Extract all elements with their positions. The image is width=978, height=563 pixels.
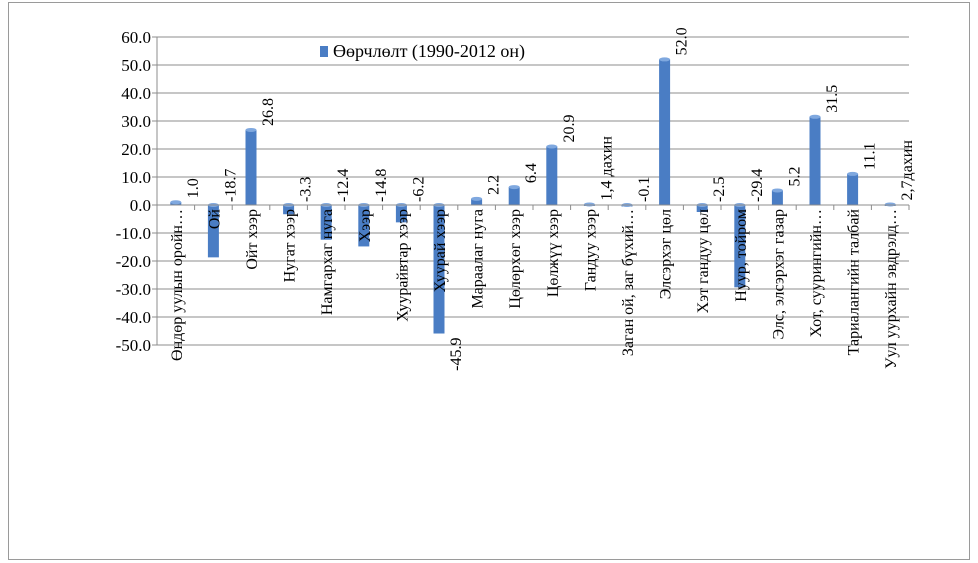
data-label: 20.9 [561,114,578,142]
y-axis-ticks: 60.0 50.0 40.0 30.0 20.0 10.0 0.0 -10.0 -20.0 -30… [116,28,157,355]
category-label: Ой [206,209,223,230]
bar [207,205,219,258]
axes [156,37,910,345]
category-label: Элс, элсэрхэг газар [770,209,787,339]
category-label: Тариалангийн талбай [846,209,863,356]
data-label: -18.7 [222,169,239,202]
chart-frame: 60.0 50.0 40.0 30.0 20.0 10.0 0.0 -10.0 -20.0 -30… [8,2,970,560]
bar-chart: 60.0 50.0 40.0 30.0 20.0 10.0 0.0 -10.0 -20.0 -30… [116,27,917,370]
bar [471,198,483,205]
y-tick-label: -50.0 [116,336,151,355]
bar-cap [546,144,558,149]
bar-cap [809,114,821,119]
legend-swatch [320,46,328,57]
category-label: Намгархаг нуга [319,209,336,315]
data-label: 26.8 [260,98,277,126]
category-label: Цөлөрхөг хээр [507,209,524,309]
data-label: 1.0 [185,178,202,198]
bar [508,187,520,205]
category-label: Цөлжүү хээр [545,209,562,297]
bar-cap [508,185,520,190]
bar [358,205,370,247]
y-tick-label: -10.0 [116,224,151,243]
legend: Өөрчлөлт (1990-2012 он) [320,41,525,62]
category-label: Хуурайвтар хээр [394,209,411,322]
category-label: Нугат хээр [282,209,299,282]
y-tick-label: 50.0 [121,56,151,75]
data-label: 52.0 [674,27,691,55]
category-labels: Өндөр уулын оройн… Ой Ойт хээр Нугат хээр На… [169,209,900,369]
bar [433,205,445,334]
category-label: Хот, суурингийн… [808,209,825,337]
bar-cap [170,200,182,205]
bar-cap [245,127,257,132]
category-label: Өндөр уулын оройн… [169,209,186,361]
data-label: -14.8 [373,169,390,202]
data-label: 31.5 [824,85,841,113]
bar-cap [771,188,783,193]
bar [659,59,671,206]
y-tick-label: 60.0 [121,28,151,47]
y-tick-label: 30.0 [121,112,151,131]
bar [320,205,332,240]
bar [546,146,558,205]
category-label: Ойт хээр [244,209,261,270]
y-tick-label: -20.0 [116,252,151,271]
bar [696,205,708,212]
bar-cap [659,57,671,62]
data-label: -0.1 [636,177,653,202]
gridlines [157,36,909,346]
bar-cap [583,202,595,207]
y-tick-label: 40.0 [121,84,151,103]
category-label: Хуурай хээр [432,209,449,292]
bar [809,116,821,205]
data-label: -45.9 [448,338,465,371]
category-label: Гандуу хээр [582,209,599,291]
category-label: Уул уурхайн эвдрэлд… [883,209,900,369]
bar-cap [884,202,896,207]
data-label: 2,7дахин [899,140,916,201]
category-label: Заган ой, заг бүхий… [620,209,637,356]
bar-cap [471,196,483,201]
data-label: 6.4 [523,163,540,183]
bar [734,205,746,288]
category-label: Хээр [357,209,374,242]
data-label: -2.5 [711,177,728,202]
bar-cap [847,171,859,176]
data-label: -29.4 [749,169,766,202]
bar [771,190,783,205]
y-tick-label: -30.0 [116,280,151,299]
bar [245,129,257,205]
bar [283,205,295,215]
data-label: -3.3 [298,177,315,202]
data-label: -6.2 [410,177,427,202]
data-label: 2.2 [486,175,503,195]
y-tick-label: 20.0 [121,140,151,159]
category-label: Хэт гандуу цөл [695,209,712,313]
data-labels: 1.0 -18.7 26.8 -3.3 -12.4 -14.8 -6.2 -45.9 2.2 6.… [185,27,916,370]
bar [395,205,407,223]
y-tick-label: 0.0 [130,196,151,215]
data-label: 11.1 [862,143,879,170]
y-tick-label: 10.0 [121,168,151,187]
data-label: 1,4 дахин [598,136,615,201]
legend-label: Өөрчлөлт (1990-2012 он) [333,41,525,62]
category-label: Нуур, тойром [733,209,750,302]
category-label: Мараалаг нуга [470,209,487,309]
data-label: 5.2 [786,166,803,186]
bar [847,173,859,205]
bars [170,57,896,334]
category-label: Элсэрхэг цөл [658,209,675,299]
data-label: -12.4 [335,169,352,202]
y-tick-label: -40.0 [116,308,151,327]
